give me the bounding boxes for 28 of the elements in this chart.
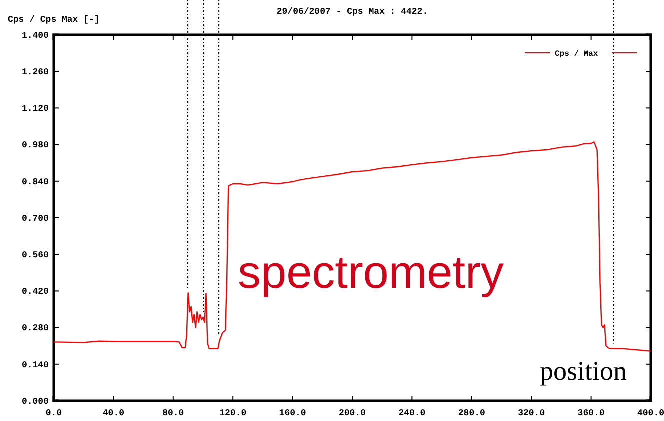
line-series [53,142,652,352]
legend-label: Cps / Max [555,50,598,59]
x-tick-label: 0.0 [46,408,62,418]
x-tick-label: 280.0 [458,408,486,418]
x-tick-label: 320.0 [518,408,546,418]
annotation: position [540,356,628,386]
x-tick-label: 40.0 [102,408,125,418]
y-tick-label: 0.000 [22,396,49,407]
y-tick-label: 0.700 [22,214,49,224]
x-tick-label: 120.0 [220,408,247,418]
y-tick-label: 0.140 [22,360,49,370]
y-tick-label: 0.560 [22,250,49,260]
y-tick-label: 0.840 [22,177,49,188]
y-tick-label: 1.260 [22,67,49,78]
y-tick-label: 0.420 [22,287,49,298]
y-tick-label: 1.400 [22,30,49,41]
x-tick-label: 360.0 [578,408,605,418]
x-tick-label: 200.0 [338,408,366,418]
chart-title: 29/06/2007 - Cps Max : 4422. [276,7,428,17]
y-tick-label: 1.120 [22,104,49,114]
y-tick-label: 0.980 [22,140,49,151]
x-tick-label: 160.0 [279,408,306,418]
x-tick-label: 400.0 [637,408,664,418]
y-axis-title: Cps / Cps Max [-] [8,15,100,25]
annotation: spectrometry [238,246,504,298]
x-tick-label: 80.0 [162,408,184,418]
y-tick-label: 0.280 [22,324,49,334]
x-tick-label: 240.0 [398,408,426,418]
